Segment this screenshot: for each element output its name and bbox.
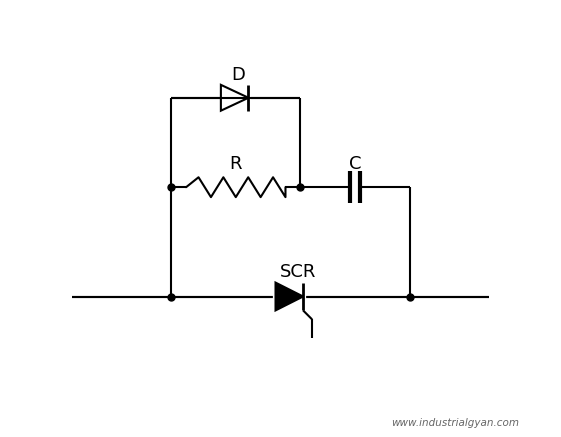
Text: C: C — [349, 155, 361, 173]
Text: R: R — [229, 155, 242, 173]
Text: SCR: SCR — [280, 263, 316, 281]
Text: D: D — [231, 66, 245, 84]
Polygon shape — [275, 283, 303, 310]
Text: www.industrialgyan.com: www.industrialgyan.com — [391, 418, 519, 428]
